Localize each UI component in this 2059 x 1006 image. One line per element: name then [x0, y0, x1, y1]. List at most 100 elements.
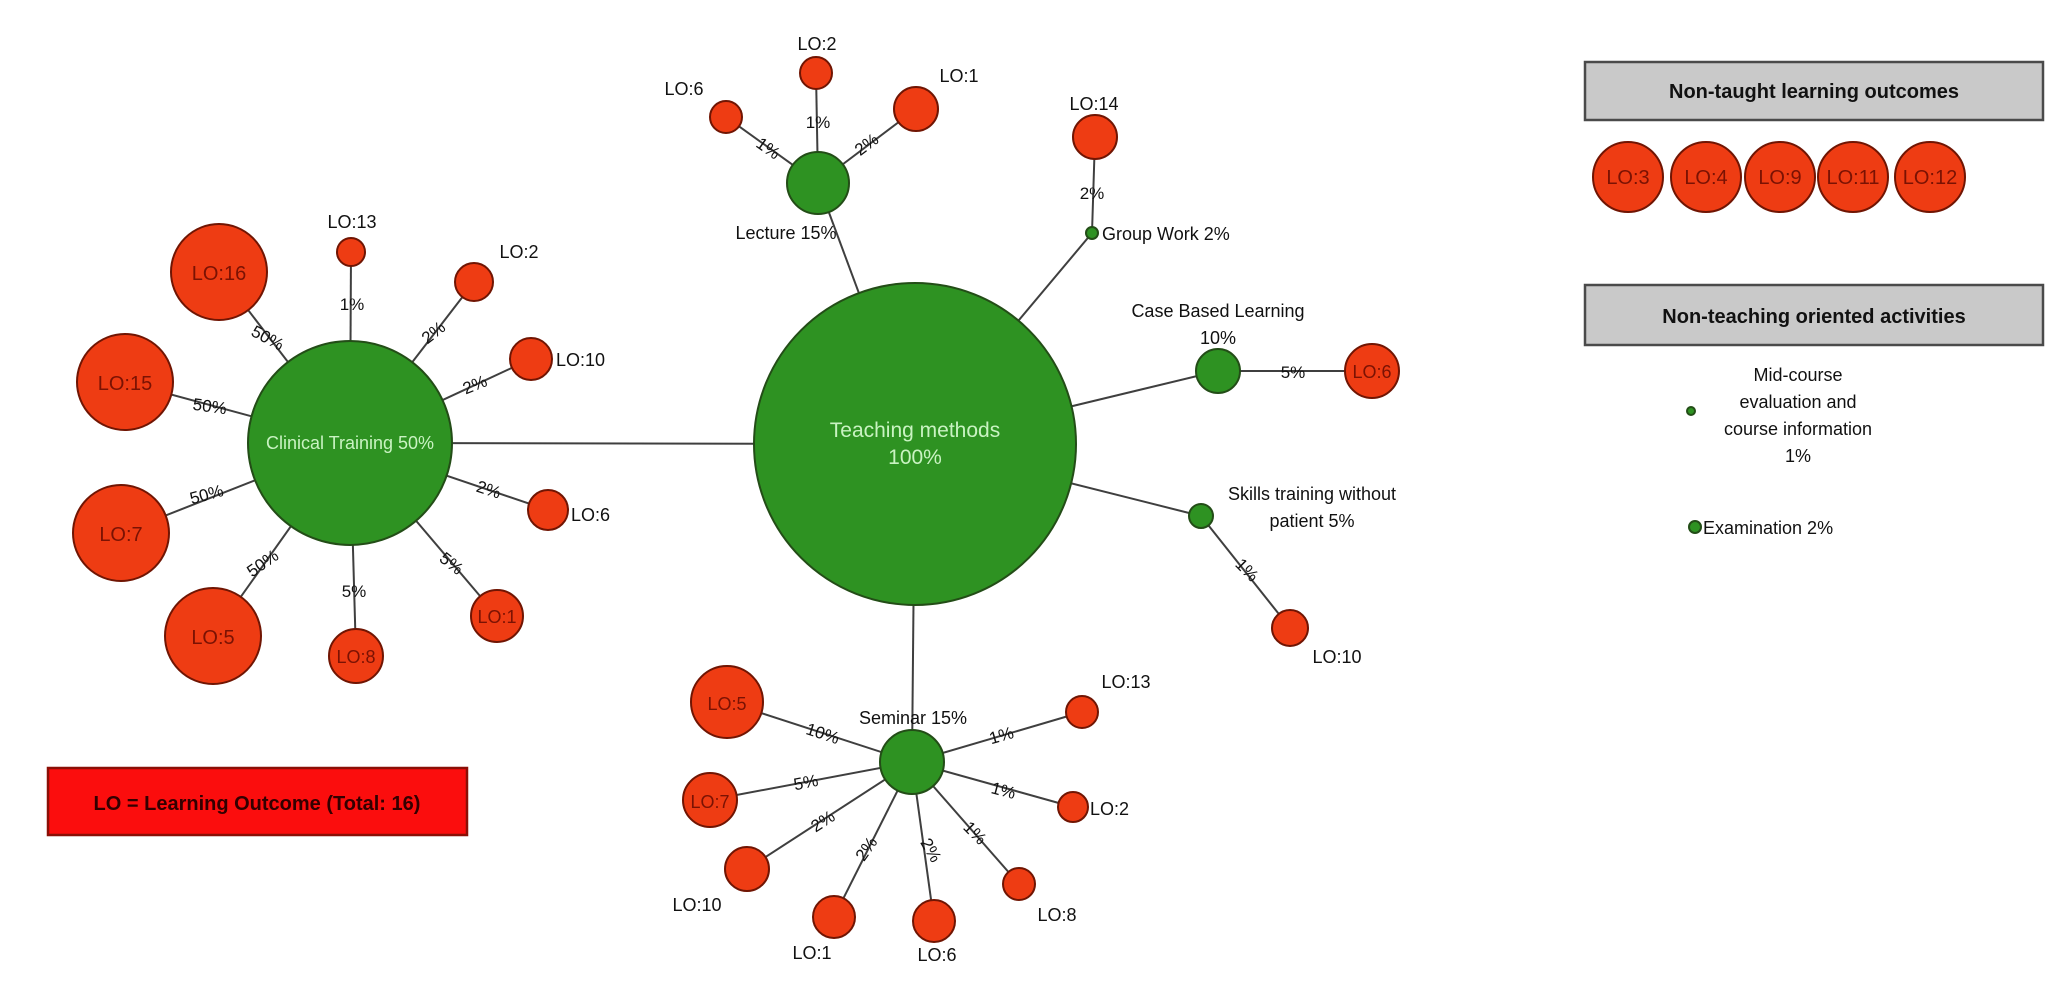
- node-seminar-lo5: [690, 665, 764, 739]
- midcourse-line2: evaluation and: [1739, 392, 1856, 412]
- label-seminar-lo2: LO:2: [1090, 799, 1129, 819]
- pct-clinical-lo10: 2%: [460, 371, 490, 398]
- label-casebased-lo6: LO:6: [1352, 362, 1391, 382]
- node-seminar-lo8: [1002, 867, 1036, 901]
- edge-skills-lo10: [1200, 515, 1291, 629]
- node-lecture-lo2: [799, 56, 833, 90]
- node-seminar-lo2: [1057, 791, 1089, 823]
- node-skills-training: [1188, 503, 1214, 529]
- node-nontaught-lo12: [1894, 141, 1966, 213]
- label-clinical-lo15: LO:15: [98, 373, 152, 395]
- node-clinical-lo2: [454, 262, 494, 302]
- pct-seminar-lo1: 2%: [852, 833, 882, 864]
- node-seminar-lo6: [912, 899, 956, 943]
- label-skills-lo10: LO:10: [1312, 647, 1361, 667]
- node-seminar-lo13: [1065, 695, 1099, 729]
- label-seminar-lo6: LO:6: [917, 945, 956, 965]
- midcourse-line3: course information: [1724, 419, 1872, 439]
- non-teaching-title: Non-teaching oriented activities: [1662, 306, 1965, 328]
- examination-label: Examination 2%: [1703, 518, 1833, 538]
- node-nontaught-lo11: [1817, 141, 1889, 213]
- pct-clinical-lo7: 50%: [188, 481, 226, 508]
- clinical-training-label: Clinical Training 50%: [266, 433, 434, 453]
- node-clinical-lo7: [72, 484, 170, 582]
- pct-clinical-lo6: 2%: [474, 477, 503, 503]
- node-nontaught-lo3: [1592, 141, 1664, 213]
- teaching-methods-label-line2: 100%: [888, 446, 942, 469]
- label-clinical-lo5: LO:5: [191, 627, 234, 649]
- label-clinical-lo16: LO:16: [192, 263, 246, 285]
- label-clinical-lo13: LO:13: [327, 212, 376, 232]
- label-nontaught-lo3: LO:3: [1606, 167, 1649, 189]
- label-seminar-lo10: LO:10: [672, 895, 721, 915]
- label-clinical-lo6: LO:6: [571, 505, 610, 525]
- non-teaching-header-box: [1583, 283, 2045, 347]
- node-title-labels: Teaching methods 100% Clinical Training …: [266, 223, 1396, 728]
- label-clinical-lo10: LO:10: [556, 350, 605, 370]
- label-seminar-lo13: LO:13: [1101, 672, 1150, 692]
- label-lecture-lo1: LO:1: [939, 66, 978, 86]
- node-clinical-lo8: [328, 628, 384, 684]
- non-taught-header-box: [1583, 60, 2045, 122]
- node-group-work: [1085, 226, 1099, 240]
- node-skills-lo10: [1271, 609, 1309, 647]
- pct-seminar-lo7: 5%: [792, 771, 820, 794]
- label-lecture-lo2: LO:2: [797, 34, 836, 54]
- node-casebased-lo6: [1344, 343, 1400, 399]
- node-seminar-lo1: [812, 895, 856, 939]
- node-clinical-training: [247, 340, 453, 546]
- midcourse-line4: 1%: [1785, 446, 1811, 466]
- node-lecture-lo6: [709, 100, 743, 134]
- node-seminar-lo10: [724, 846, 770, 892]
- node-teaching-methods: [753, 282, 1077, 606]
- group-work-label: Group Work 2%: [1102, 224, 1230, 244]
- pct-seminar-lo10: 2%: [808, 807, 839, 836]
- pct-seminar-lo6: 2%: [916, 835, 945, 866]
- teaching-methods-label-line1: Teaching methods: [830, 419, 1000, 442]
- label-seminar-lo7: LO:7: [690, 792, 729, 812]
- node-seminar: [879, 729, 945, 795]
- pct-clinical-lo5: 50%: [243, 546, 282, 581]
- label-nontaught-lo9: LO:9: [1758, 167, 1801, 189]
- edge-seminar-lo7: [709, 761, 913, 801]
- node-case-based-learning: [1195, 348, 1241, 394]
- pct-clinical-lo2: 2%: [418, 318, 449, 348]
- node-lecture: [786, 151, 850, 215]
- node-seminar-lo7: [682, 772, 738, 828]
- non-taught-title: Non-taught learning outcomes: [1669, 81, 1959, 103]
- pct-seminar-lo13: 1%: [987, 723, 1016, 748]
- pct-lecture-lo2: 1%: [806, 113, 831, 132]
- seminar-label: Seminar 15%: [859, 708, 967, 728]
- outcome-outside-labels: LO:13 LO:2 LO:10 LO:6 LO:6 LO:2 LO:1 LO:…: [327, 34, 1361, 965]
- pct-casebased-lo6: 5%: [1281, 363, 1306, 382]
- node-clinical-lo6: [527, 489, 569, 531]
- method-nodes: [247, 151, 1241, 795]
- panel-non-teaching: Non-teaching oriented activities Mid-cou…: [1583, 283, 2045, 538]
- case-based-label-line2: 10%: [1200, 328, 1236, 348]
- node-nontaught-lo9: [1744, 141, 1816, 213]
- node-clinical-lo1: [470, 589, 524, 643]
- legend-label: LO = Learning Outcome (Total: 16): [94, 793, 421, 815]
- node-clinical-lo15: [76, 333, 174, 431]
- node-nontaught-lo4: [1670, 141, 1742, 213]
- pct-clinical-lo15: 50%: [192, 395, 228, 419]
- label-groupwork-lo14: LO:14: [1069, 94, 1118, 114]
- pct-groupwork-lo14: 2%: [1080, 184, 1105, 203]
- node-clinical-lo10: [509, 337, 553, 381]
- legend: LO = Learning Outcome (Total: 16): [46, 766, 469, 837]
- label-clinical-lo2: LO:2: [499, 242, 538, 262]
- label-seminar-lo8: LO:8: [1037, 905, 1076, 925]
- panel-non-taught: Non-taught learning outcomes LO:3 LO:4 L…: [1583, 60, 2045, 213]
- lecture-label: Lecture 15%: [735, 223, 836, 243]
- label-clinical-lo8: LO:8: [336, 647, 375, 667]
- pct-clinical-lo8: 5%: [342, 582, 367, 601]
- node-groupwork-lo14: [1072, 114, 1118, 160]
- label-nontaught-lo4: LO:4: [1684, 167, 1727, 189]
- label-clinical-lo1: LO:1: [477, 607, 516, 627]
- skills-label-line2: patient 5%: [1269, 511, 1354, 531]
- node-lecture-lo1: [893, 86, 939, 132]
- label-nontaught-lo12: LO:12: [1903, 167, 1957, 189]
- midcourse-line1: Mid-course: [1753, 365, 1842, 385]
